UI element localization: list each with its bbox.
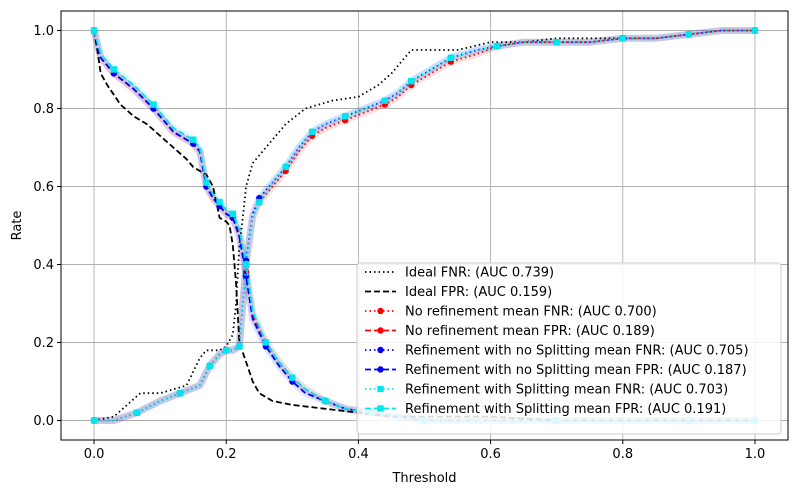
axis-ticks: 0.0 0.2 0.4 0.6 0.8 1.0 0.0 0.2 0.4 0.6 0.8 1.0 [33,24,765,462]
series-6-point [256,198,263,206]
y-axis-label: Rate [10,211,25,241]
series-6-point [381,97,389,104]
legend-marker-2 [377,307,384,315]
x-tick-label: 0.0 [84,447,105,462]
series-7-point [150,101,157,108]
series-6-point [341,113,349,120]
legend-marker-5 [377,366,384,373]
y-tick-label: 0.0 [33,414,54,429]
legend-marker-6 [377,385,384,393]
x-tick-label: 0.6 [480,447,501,462]
x-tick-label: 0.8 [612,447,633,462]
y-tick-label: 0.6 [33,180,54,195]
legend-entry-5: Refinement with no Splitting mean FPR: (… [405,363,747,378]
legend-entry-4: Refinement with no Splitting mean FNR: (… [405,344,749,359]
legend-entry-0: Ideal FNR: (AUC 0.739) [405,266,554,281]
series-6-point [447,54,455,61]
legend-entry-7: Refinement with Splitting mean FPR: (AUC… [405,402,726,417]
legend-marker-7 [377,405,384,412]
series-6-point [308,128,316,136]
series-6-point [685,31,693,38]
series-6-point [408,78,415,85]
series-6-point [223,347,230,354]
x-tick-label: 1.0 [745,447,766,462]
series-7-point [262,339,270,346]
plot-area-frame [60,10,789,441]
legend-box [356,262,782,435]
legend-entry-3: No refinement mean FPR: (AUC 0.189) [405,324,655,339]
series-6-point [751,27,759,34]
series-6-point [206,362,213,370]
legend: Ideal FNR: (AUC 0.739) Ideal FPR: (AUC 0.… [356,262,782,435]
legend-marker-3 [377,327,384,334]
series-7-point [189,136,197,143]
legend-marker-4 [377,346,384,354]
y-tick-label: 0.4 [33,258,54,273]
x-axis-label: Threshold [391,471,456,486]
series-6-point [176,390,184,397]
series-7-point [110,66,118,73]
legend-entry-2: No refinement mean FNR: (AUC 0.700) [405,305,657,320]
series-6-point [133,409,141,416]
y-tick-label: 0.8 [33,102,54,117]
series-7-point [242,261,250,268]
legend-entry-6: Refinement with Splitting mean FNR: (AUC… [405,383,728,398]
series-7-point [289,374,296,381]
series-6-point [619,35,626,42]
series-6-point [494,42,501,50]
series-7-point [90,27,98,34]
x-tick-label: 0.4 [348,447,369,462]
series-6-point [282,163,289,171]
series-6-point [553,39,560,46]
series-6-point [236,343,243,350]
series-7-point [203,179,210,186]
series-7-point [229,210,237,217]
series-7-point [322,397,329,405]
series-7-point [216,198,223,206]
y-tick-label: 1.0 [33,24,54,39]
legend-entry-1: Ideal FPR: (AUC 0.159) [405,285,552,300]
x-tick-label: 0.2 [216,447,237,462]
series-6-point [90,417,98,424]
y-tick-label: 0.2 [33,336,54,351]
